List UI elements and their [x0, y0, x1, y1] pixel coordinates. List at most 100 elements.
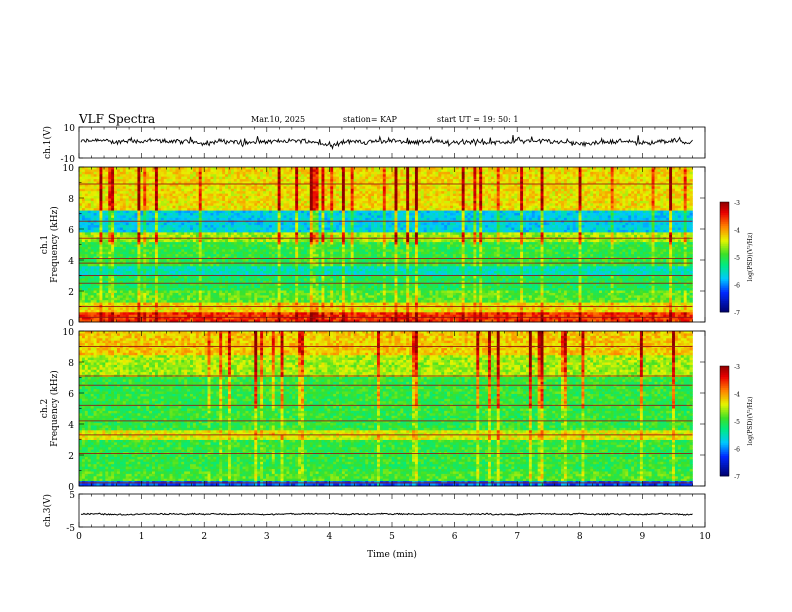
spectro-cell — [532, 177, 535, 180]
spectro-cell — [625, 189, 628, 192]
spectro-cell — [652, 189, 655, 192]
spectro-cell — [246, 174, 249, 177]
spectro-cell — [240, 211, 243, 214]
spectro-cell — [304, 218, 307, 221]
spectro-cell — [649, 167, 652, 170]
spectro-cell — [272, 215, 275, 218]
spectro-cell — [243, 189, 246, 192]
spectro-cell — [190, 186, 193, 189]
spectro-cell — [348, 167, 351, 170]
spectro-cell — [283, 198, 286, 201]
spectro-cell — [143, 174, 146, 177]
spectro-cell — [546, 208, 549, 211]
spectro-cell — [593, 179, 596, 182]
spectro-cell — [427, 169, 430, 172]
spectro-cell — [602, 186, 605, 189]
spectro-cell — [170, 174, 173, 177]
spectro-cell — [406, 208, 409, 211]
spectro-cell — [573, 174, 576, 177]
spectro-cell — [412, 179, 415, 182]
spectro-cell — [555, 174, 558, 177]
spectro-cell — [485, 215, 488, 218]
spectro-cell — [590, 198, 593, 201]
spectro-cell — [418, 196, 421, 199]
spectro-cell — [345, 218, 348, 221]
spectro-cell — [161, 172, 164, 175]
spectro-cell — [359, 211, 362, 214]
spectro-cell — [400, 191, 403, 194]
spectro-cell — [82, 186, 85, 189]
spectro-cell — [161, 211, 164, 214]
spectro-cell — [137, 172, 140, 175]
spectro-cell — [330, 191, 333, 194]
spectro-cell — [535, 189, 538, 192]
spectro-cell — [549, 194, 552, 197]
spectro-cell — [155, 186, 158, 189]
spectro-cell — [625, 208, 628, 211]
spectro-cell — [126, 201, 129, 204]
spectro-cell — [319, 196, 322, 199]
spectro-cell — [581, 179, 584, 182]
spectro-cell — [397, 179, 400, 182]
spectro-cell — [167, 177, 170, 180]
spectro-cell — [573, 211, 576, 214]
spectro-cell — [371, 203, 374, 206]
spectro-cell — [146, 206, 149, 209]
spectro-cell — [319, 211, 322, 214]
spectro-cell — [263, 189, 266, 192]
spectro-cell — [581, 172, 584, 175]
spectro-cell — [430, 174, 433, 177]
spectro-cell — [383, 198, 386, 201]
spectro-cell — [196, 189, 199, 192]
spectro-cell — [202, 177, 205, 180]
spectro-cell — [240, 215, 243, 218]
spectro-cell — [412, 208, 415, 211]
spectro-cell — [523, 169, 526, 172]
spectro-cell — [374, 194, 377, 197]
spectro-cell — [251, 177, 254, 180]
spectro-cell — [248, 172, 251, 175]
spectro-cell — [383, 215, 386, 218]
spectro-cell — [397, 201, 400, 204]
spectro-cell — [584, 191, 587, 194]
spectro-cell — [687, 179, 690, 182]
spectro-cell — [657, 189, 660, 192]
spectro-cell — [269, 194, 272, 197]
spectro-cell — [88, 167, 91, 170]
spectro-cell — [494, 174, 497, 177]
spectro-cell — [85, 223, 88, 226]
spectro-cell — [380, 203, 383, 206]
spectro-cell — [345, 169, 348, 172]
spectro-cell — [681, 211, 684, 214]
spectro-cell — [614, 208, 617, 211]
spectro-cell — [383, 172, 386, 175]
spectro-cell — [231, 213, 234, 216]
spectro-cell — [319, 172, 322, 175]
spectro-cell — [587, 177, 590, 180]
spectro-cell — [374, 189, 377, 192]
spectro-cell — [120, 201, 123, 204]
spectro-cell — [625, 211, 628, 214]
spectro-cell — [576, 191, 579, 194]
spectro-cell — [427, 174, 430, 177]
spectro-cell — [438, 215, 441, 218]
spectro-cell — [456, 191, 459, 194]
spectro-cell — [546, 194, 549, 197]
spectro-cell — [351, 174, 354, 177]
spectro-cell — [543, 174, 546, 177]
spectro-cell — [684, 191, 687, 194]
spectro-cell — [324, 203, 327, 206]
spectro-cell — [690, 203, 693, 206]
spectro-cell — [117, 211, 120, 214]
spectro-cell — [549, 179, 552, 182]
spectro-cell — [354, 177, 357, 180]
spectro-cell — [631, 198, 634, 201]
spectro-cell — [105, 208, 108, 211]
spectro-cell — [199, 213, 202, 216]
spectro-cell — [643, 179, 646, 182]
spectro-cell — [400, 206, 403, 209]
spectro-cell — [468, 174, 471, 177]
spectro-cell — [298, 169, 301, 172]
spectro-cell — [132, 203, 135, 206]
spectro-cell — [359, 191, 362, 194]
